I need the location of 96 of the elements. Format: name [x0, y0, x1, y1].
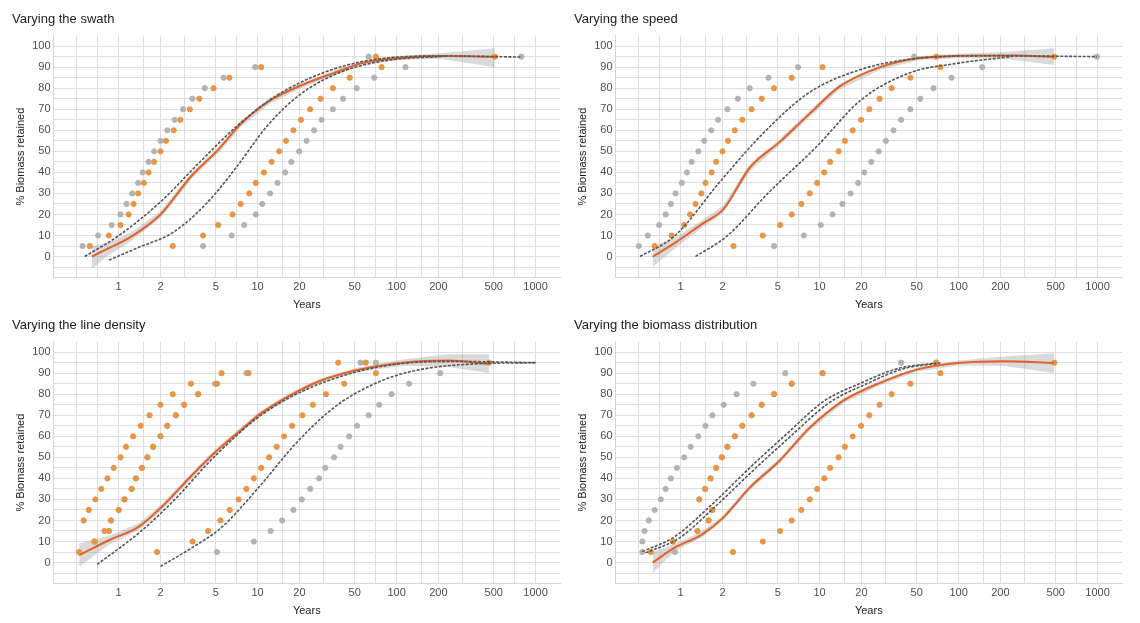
- y-tick-label: 10: [600, 534, 613, 547]
- y-tick-label: 100: [32, 345, 51, 358]
- y-tick-label: 40: [600, 165, 613, 178]
- x-tick-label: 5: [774, 280, 781, 293]
- x-tick-label: 20: [293, 280, 306, 293]
- chart-title: Varying the line density: [12, 317, 146, 333]
- x-tick-label: 500: [484, 586, 503, 599]
- x-tick-label: 5: [212, 586, 219, 599]
- y-tick-label: 0: [44, 249, 51, 262]
- x-axis-title: Years: [854, 298, 884, 311]
- x-tick-label: 2: [719, 280, 726, 293]
- y-tick-label: 50: [600, 144, 613, 157]
- x-tick-label: 1: [677, 586, 684, 599]
- y-tick-label: 60: [600, 429, 613, 442]
- x-tick-label: 2: [719, 586, 726, 599]
- y-tick-label: 60: [600, 123, 613, 136]
- y-tick-label: 100: [594, 345, 613, 358]
- y-tick-label: 70: [38, 408, 51, 421]
- y-tick-label: 20: [600, 513, 613, 526]
- y-tick-label: 80: [38, 387, 51, 400]
- chart-title: Varying the speed: [574, 11, 678, 27]
- y-tick-label: 30: [600, 186, 613, 199]
- x-tick-label: 10: [251, 280, 264, 293]
- x-tick-label: 500: [1046, 280, 1065, 293]
- x-tick-label: 500: [484, 280, 503, 293]
- x-tick-label: 10: [813, 586, 826, 599]
- x-tick-label: 200: [429, 280, 448, 293]
- x-tick-label: 1000: [1085, 280, 1110, 293]
- y-tick-label: 10: [38, 534, 51, 547]
- y-tick-label: 100: [594, 39, 613, 52]
- y-tick-label: 10: [38, 228, 51, 241]
- x-tick-label: 200: [991, 280, 1010, 293]
- y-tick-label: 40: [38, 471, 51, 484]
- chart-title: Varying the biomass distribution: [574, 317, 758, 333]
- y-tick-label: 70: [38, 102, 51, 115]
- y-tick-label: 0: [606, 249, 613, 262]
- x-axis-title: Years: [292, 298, 322, 311]
- y-tick-label: 20: [38, 513, 51, 526]
- x-tick-label: 20: [855, 586, 868, 599]
- y-tick-label: 30: [600, 492, 613, 505]
- x-tick-label: 2: [157, 586, 164, 599]
- y-tick-label: 40: [38, 165, 51, 178]
- y-tick-label: 80: [38, 81, 51, 94]
- y-tick-label: 90: [38, 60, 51, 73]
- x-tick-label: 50: [910, 586, 923, 599]
- x-tick-label: 1000: [1085, 586, 1110, 599]
- y-tick-label: 80: [600, 387, 613, 400]
- x-tick-label: 50: [348, 586, 361, 599]
- y-tick-label: 60: [38, 429, 51, 442]
- y-tick-label: 60: [38, 123, 51, 136]
- x-axis-title: Years: [854, 604, 884, 617]
- y-tick-label: 20: [38, 207, 51, 220]
- x-tick-label: 5: [212, 280, 219, 293]
- y-tick-label: 70: [600, 408, 613, 421]
- x-tick-label: 50: [348, 280, 361, 293]
- x-tick-label: 20: [293, 586, 306, 599]
- x-tick-label: 1: [115, 280, 122, 293]
- y-tick-label: 50: [600, 450, 613, 463]
- x-axis-title: Years: [292, 604, 322, 617]
- x-tick-label: 100: [949, 586, 968, 599]
- x-tick-label: 2: [157, 280, 164, 293]
- chart-title: Varying the swath: [12, 11, 115, 27]
- x-tick-label: 1000: [523, 586, 548, 599]
- y-tick-label: 0: [606, 555, 613, 568]
- x-tick-label: 200: [429, 586, 448, 599]
- x-tick-label: 10: [251, 586, 264, 599]
- y-tick-label: 20: [600, 207, 613, 220]
- x-tick-label: 200: [991, 586, 1010, 599]
- x-tick-label: 5: [774, 586, 781, 599]
- x-tick-label: 500: [1046, 586, 1065, 599]
- y-axis-title: % Biomass retained: [575, 413, 588, 512]
- x-tick-label: 10: [813, 280, 826, 293]
- y-axis-title: % Biomass retained: [13, 413, 26, 512]
- y-tick-label: 40: [600, 471, 613, 484]
- y-tick-label: 30: [38, 492, 51, 505]
- x-tick-label: 1000: [523, 280, 548, 293]
- x-tick-label: 100: [387, 586, 406, 599]
- y-tick-label: 100: [32, 39, 51, 52]
- y-axis-title: % Biomass retained: [13, 107, 26, 206]
- x-tick-label: 1: [677, 280, 684, 293]
- y-tick-label: 80: [600, 81, 613, 94]
- x-tick-label: 50: [910, 280, 923, 293]
- y-tick-label: 90: [600, 366, 613, 379]
- y-tick-label: 0: [44, 555, 51, 568]
- y-tick-label: 30: [38, 186, 51, 199]
- x-tick-label: 20: [855, 280, 868, 293]
- y-tick-label: 90: [38, 366, 51, 379]
- y-tick-label: 50: [38, 450, 51, 463]
- x-tick-label: 100: [387, 280, 406, 293]
- x-tick-label: 1: [115, 586, 122, 599]
- y-tick-label: 70: [600, 102, 613, 115]
- x-tick-label: 100: [949, 280, 968, 293]
- y-tick-label: 10: [600, 228, 613, 241]
- y-tick-label: 90: [600, 60, 613, 73]
- y-tick-label: 50: [38, 144, 51, 157]
- y-axis-title: % Biomass retained: [575, 107, 588, 206]
